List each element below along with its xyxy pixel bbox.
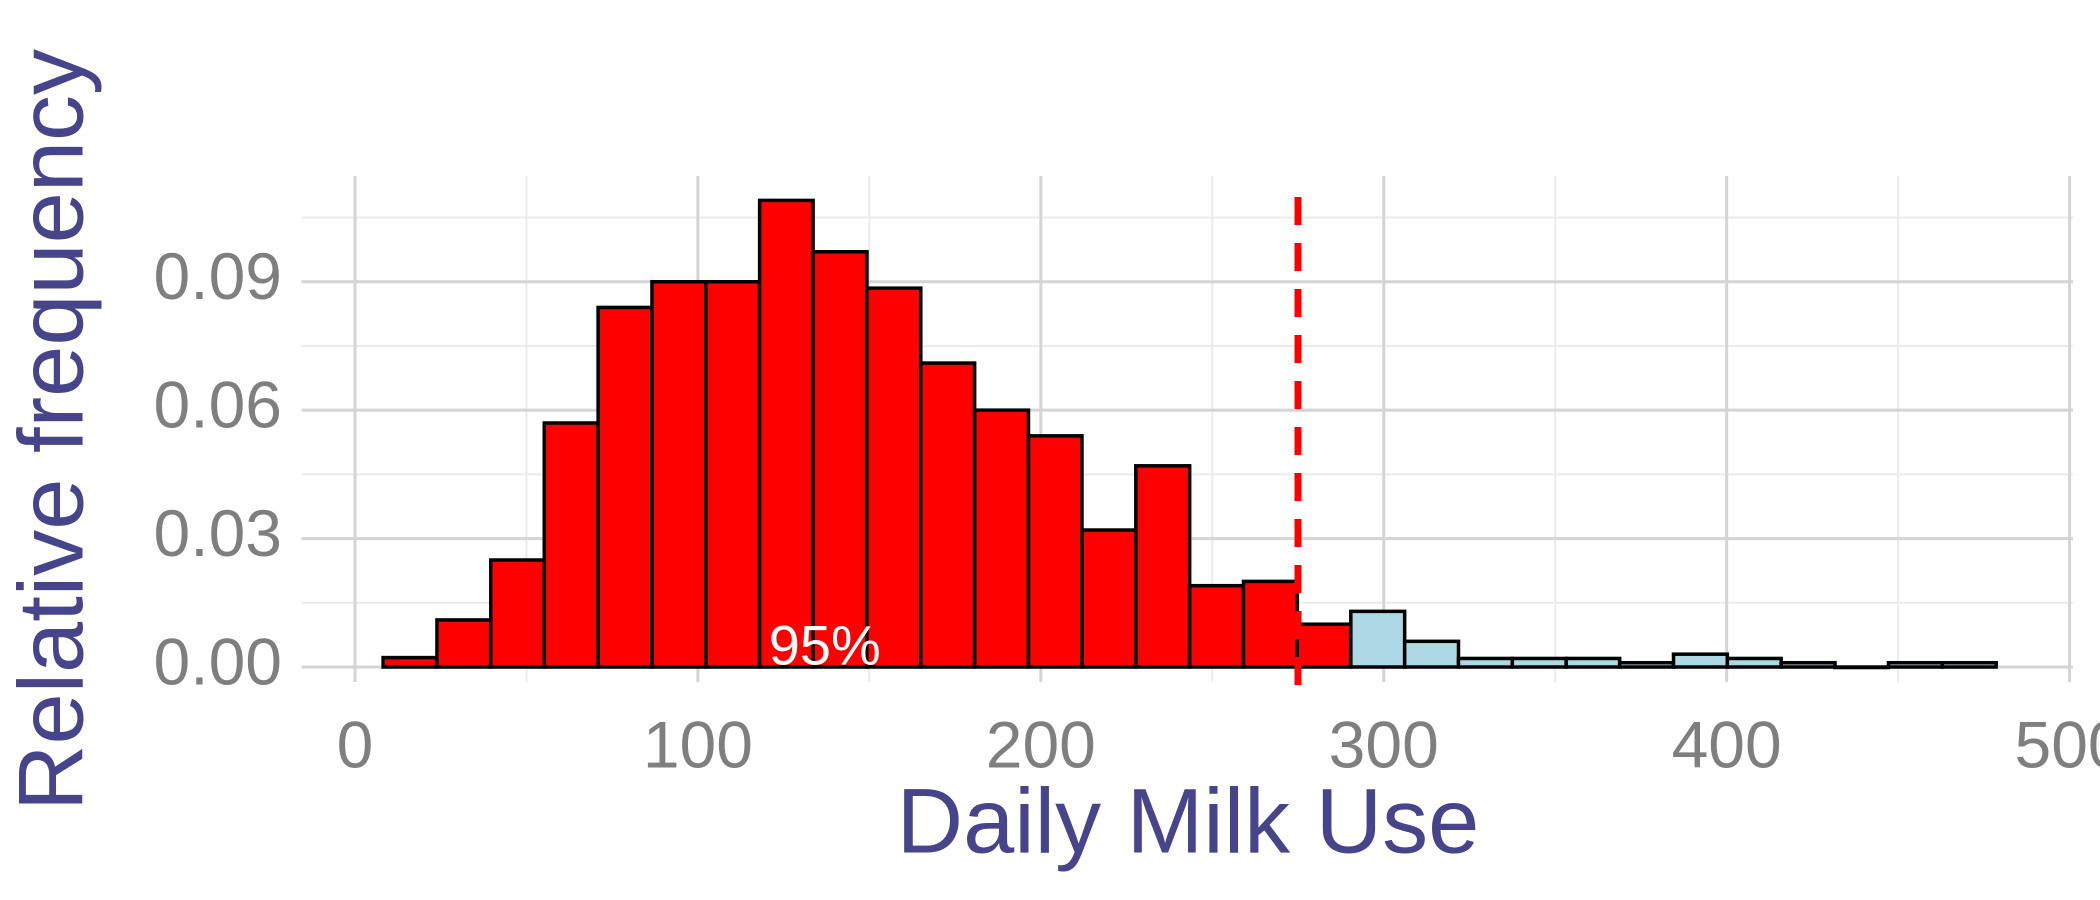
bar xyxy=(1725,656,1783,669)
bar xyxy=(381,655,439,669)
bar xyxy=(1779,660,1837,669)
x-tick-label: 400 xyxy=(1672,707,1782,781)
x-tick-label: 0 xyxy=(337,707,374,781)
bar xyxy=(1402,639,1461,669)
x-tick-label: 200 xyxy=(986,707,1096,781)
bar xyxy=(489,558,547,669)
bar xyxy=(1617,660,1676,669)
bar xyxy=(1241,579,1300,669)
x-tick-label: 300 xyxy=(1329,707,1439,781)
bar xyxy=(596,305,654,669)
x-tick-label: 100 xyxy=(643,707,753,781)
bar xyxy=(1026,434,1084,669)
bar xyxy=(757,198,815,669)
bar xyxy=(1295,622,1353,669)
y-tick-label: 0.00 xyxy=(154,624,282,698)
bar xyxy=(865,286,923,669)
annotation: 95% xyxy=(769,614,881,677)
x-tick-label: 500 xyxy=(2015,707,2100,781)
bar xyxy=(972,408,1031,669)
bar xyxy=(704,279,762,669)
bar xyxy=(1833,665,1891,670)
y-axis-title: Relative frequency xyxy=(0,49,102,811)
bar xyxy=(542,421,600,669)
x-axis-title: Daily Milk Use xyxy=(897,770,1480,872)
y-tick-label: 0.06 xyxy=(154,368,282,442)
y-tick-label: 0.09 xyxy=(154,239,282,313)
bar xyxy=(811,250,869,669)
bar xyxy=(435,618,493,669)
bar xyxy=(1510,656,1568,669)
bar xyxy=(1349,609,1407,669)
bar xyxy=(1671,652,1730,669)
bar xyxy=(1564,656,1622,669)
bar xyxy=(1940,660,1998,669)
bar xyxy=(1080,528,1138,669)
bar xyxy=(1187,583,1246,669)
bar xyxy=(650,279,708,669)
bar xyxy=(1134,464,1192,669)
bar xyxy=(919,361,977,669)
bar xyxy=(1456,656,1515,669)
y-tick-label: 0.03 xyxy=(154,496,282,570)
bar xyxy=(1886,660,1945,669)
